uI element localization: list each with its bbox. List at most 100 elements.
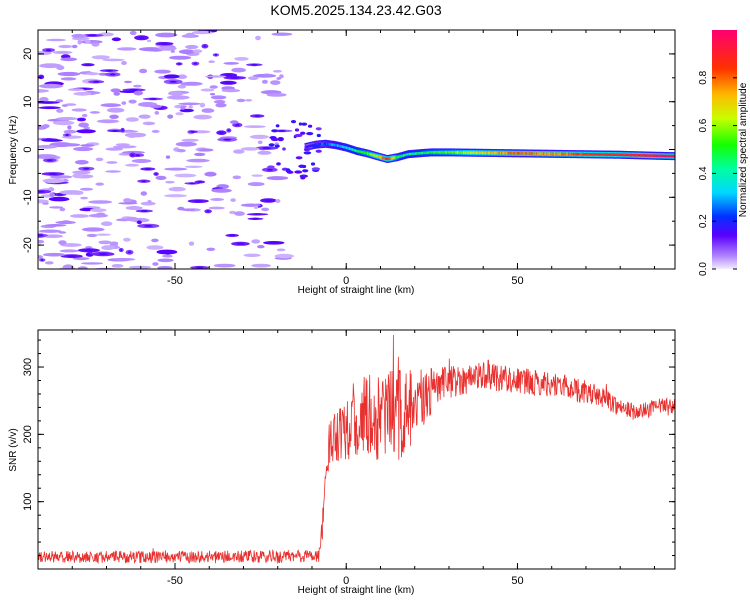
ridge-core bbox=[585, 153, 587, 156]
colorbar-tick-label: 0.2 bbox=[698, 214, 709, 228]
spectrogram-noise-blob bbox=[89, 208, 107, 212]
ridge-core bbox=[595, 153, 598, 156]
spectrogram-noise-blob bbox=[100, 221, 113, 226]
spectrogram-noise-blob bbox=[165, 180, 175, 184]
ridge-core bbox=[633, 153, 635, 157]
ridge-core bbox=[649, 154, 652, 157]
ridge-core bbox=[396, 155, 399, 159]
spectrogram-noise-blob bbox=[56, 117, 78, 121]
ridge-core bbox=[456, 151, 459, 154]
spectrogram-noise-blob bbox=[52, 120, 75, 126]
ridge-core bbox=[382, 156, 384, 160]
spectrogram-noise-blob bbox=[211, 188, 232, 193]
ridge-core bbox=[369, 152, 371, 156]
ridge-core bbox=[354, 149, 357, 152]
ridge-core bbox=[598, 153, 600, 156]
ridge-core bbox=[466, 151, 468, 154]
spectrogram-noise-blob bbox=[243, 253, 261, 257]
x-tick-label: 0 bbox=[343, 275, 349, 287]
ridge-core bbox=[441, 151, 443, 154]
spectrogram-noise-blob bbox=[151, 238, 159, 243]
ridge-core bbox=[334, 143, 336, 147]
ridge-core bbox=[601, 153, 604, 156]
ridge-core bbox=[398, 155, 400, 159]
ridge-core bbox=[386, 157, 388, 161]
ridge-core bbox=[358, 150, 360, 153]
ridge-core bbox=[323, 142, 326, 146]
spectrogram-noise-blob bbox=[243, 125, 266, 128]
spectrogram-noise-core bbox=[93, 80, 100, 83]
spectrogram-noise-blob bbox=[234, 211, 245, 216]
spectrogram-noise-blob bbox=[121, 101, 127, 105]
spectrogram-noise-blob bbox=[133, 84, 142, 88]
spectrogram-noise-blob bbox=[223, 62, 239, 65]
ridge-core bbox=[374, 154, 376, 157]
spectrogram-onset-blob bbox=[295, 156, 303, 160]
ridge-core bbox=[622, 153, 624, 157]
spectrogram-noise-core bbox=[277, 129, 287, 132]
spectrogram-noise-blob bbox=[164, 167, 188, 171]
spectrogram-noise-blob bbox=[39, 229, 62, 233]
spectrogram-noise-core bbox=[47, 139, 57, 142]
spectrogram-onset-blob bbox=[310, 162, 316, 166]
ridge-core bbox=[510, 151, 513, 155]
spectrogram-onset-blob bbox=[290, 120, 297, 124]
spectrogram-noise-blob bbox=[184, 165, 203, 168]
ridge-core bbox=[370, 153, 372, 156]
ridge-core bbox=[401, 154, 403, 158]
ridge-core bbox=[574, 152, 576, 156]
ridge-core bbox=[625, 153, 628, 157]
spectrogram-noise-blob bbox=[162, 254, 173, 258]
ridge-core bbox=[460, 151, 462, 154]
spectrogram-onset-blob bbox=[298, 122, 302, 126]
ridge-core bbox=[504, 151, 507, 155]
spectrogram-noise-blob bbox=[253, 205, 259, 209]
ridge-core bbox=[491, 151, 493, 155]
snr-panel: -50 0 50 100 200 300 Height of straight line… bbox=[8, 329, 676, 596]
ridge-core bbox=[573, 152, 575, 156]
x-tick-label: -50 bbox=[167, 575, 183, 587]
spectrogram-noise-blob bbox=[38, 239, 45, 244]
ridge-core bbox=[562, 152, 564, 156]
ridge-core bbox=[383, 156, 385, 160]
spectrogram-noise-core bbox=[225, 74, 233, 77]
spectrogram-onset-blob bbox=[300, 131, 306, 135]
ridge-core bbox=[671, 154, 673, 158]
spectrogram-noise-core bbox=[65, 134, 69, 136]
ridge-core bbox=[487, 151, 490, 155]
ridge-core bbox=[581, 152, 583, 156]
y-tick-label: 10 bbox=[22, 96, 34, 108]
ridge-core bbox=[390, 157, 393, 160]
ridge-core bbox=[338, 144, 340, 148]
ridge-core bbox=[360, 150, 363, 154]
spectrogram-noise-blob bbox=[42, 178, 65, 184]
spectrogram-noise-blob bbox=[215, 103, 227, 108]
ridge-core bbox=[630, 153, 632, 157]
spectrogram-noise-blob bbox=[59, 249, 79, 253]
spectrogram-onset-blob bbox=[267, 165, 275, 169]
ridge-core bbox=[348, 147, 351, 150]
ridge-core bbox=[428, 151, 430, 154]
ridge-core bbox=[579, 152, 581, 156]
spectrogram-noise-blob bbox=[194, 152, 206, 157]
y-tick-label: 0 bbox=[22, 146, 34, 152]
ridge-core bbox=[516, 152, 519, 155]
colorbar-tick-label: 0.0 bbox=[698, 262, 709, 276]
ridge-core bbox=[480, 151, 483, 155]
spectrogram-noise-blob bbox=[124, 80, 132, 84]
spectrogram-noise-blob bbox=[83, 126, 90, 130]
ridge-core bbox=[523, 152, 526, 155]
spectrogram-noise-blob bbox=[106, 161, 118, 164]
ridge-core bbox=[380, 155, 382, 159]
spectrogram-noise-blob bbox=[178, 49, 196, 54]
snr-y-ticks: 100 200 300 bbox=[22, 339, 675, 570]
ridge-core bbox=[495, 151, 497, 155]
spectrogram-noise-blob bbox=[113, 91, 121, 96]
ridge-core bbox=[455, 151, 457, 154]
ridge-core bbox=[569, 152, 571, 156]
spectrogram-noise-blob bbox=[178, 102, 201, 106]
ridge-core bbox=[654, 154, 656, 157]
spectrogram-noise-blob bbox=[146, 245, 164, 250]
x-tick-label: 50 bbox=[511, 575, 523, 587]
spectrogram-noise-core bbox=[265, 199, 272, 202]
